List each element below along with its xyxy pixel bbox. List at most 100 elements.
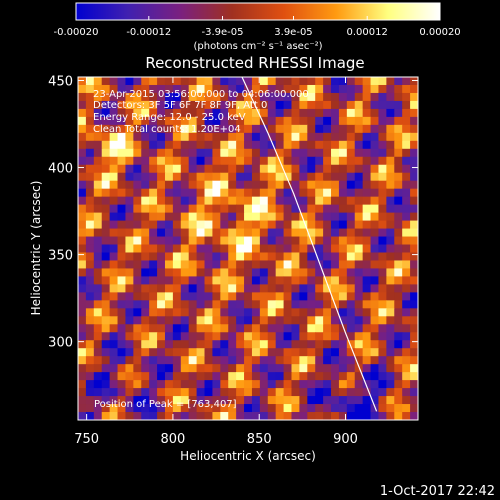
heatmap-cell <box>338 380 348 389</box>
heatmap-cell <box>93 356 103 365</box>
heatmap-cell <box>346 380 356 389</box>
heatmap-cell <box>117 316 127 325</box>
heatmap-cell <box>338 372 348 381</box>
heatmap-cell <box>204 404 214 413</box>
heatmap-cell <box>180 324 190 333</box>
heatmap-cell <box>78 204 87 214</box>
heatmap-cell <box>172 332 182 341</box>
heatmap-cell <box>402 300 411 309</box>
heatmap-cell <box>164 380 174 389</box>
heatmap-cell <box>331 108 340 118</box>
heatmap-cell <box>164 292 174 301</box>
heatmap-cell <box>133 100 142 110</box>
heatmap-cell <box>196 316 206 325</box>
heatmap-cell <box>346 412 356 420</box>
heatmap-cell <box>204 268 214 278</box>
heatmap-cell <box>315 356 324 365</box>
heatmap-cell <box>93 196 103 206</box>
heatmap-cell <box>236 204 245 214</box>
heatmap-cell <box>228 372 237 381</box>
heatmap-cell <box>141 324 150 333</box>
heatmap-cell <box>331 356 340 365</box>
heatmap-cell <box>315 156 324 166</box>
heatmap-cell <box>93 316 103 325</box>
heatmap-cell <box>267 348 277 357</box>
heatmap-cell <box>394 212 403 222</box>
heatmap-cell <box>251 140 261 150</box>
heatmap-cell <box>267 380 277 389</box>
heatmap-cell <box>141 396 150 405</box>
heatmap-cell <box>283 316 293 325</box>
heatmap-cell <box>283 308 293 317</box>
heatmap-cell <box>291 276 300 285</box>
heatmap-cell <box>133 332 142 341</box>
heatmap-cell <box>157 380 166 389</box>
heatmap-cell <box>172 388 182 397</box>
heatmap-cell <box>141 116 150 126</box>
heatmap-cell <box>125 196 134 206</box>
heatmap-cell <box>188 244 198 254</box>
heatmap-cell <box>259 164 269 174</box>
heatmap-cell <box>299 196 308 206</box>
heatmap-cell <box>244 132 253 142</box>
heatmap-cell <box>402 324 411 333</box>
heatmap-cell <box>331 92 340 102</box>
heatmap-cell <box>378 292 387 301</box>
heatmap-cell <box>85 300 95 309</box>
heatmap-cell <box>315 324 324 333</box>
heatmap-cell <box>338 220 348 230</box>
heatmap-cell <box>125 156 134 166</box>
heatmap-cell <box>85 324 95 333</box>
colorbar-tick-label: -0.00020 <box>54 27 99 38</box>
heatmap-cell <box>244 404 253 413</box>
heatmap-cell <box>164 316 174 325</box>
heatmap-cell <box>125 77 134 86</box>
heatmap-cell <box>275 196 285 206</box>
heatmap-cell <box>78 276 87 285</box>
heatmap-cell <box>244 284 253 293</box>
heatmap-cell <box>85 396 95 405</box>
heatmap-cell <box>251 132 261 142</box>
heatmap-cell <box>354 396 364 405</box>
heatmap-cell <box>133 252 142 262</box>
heatmap-cell <box>220 380 229 389</box>
heatmap-cell <box>323 164 332 174</box>
heatmap-cell <box>370 156 380 166</box>
heatmap-cell <box>196 180 206 190</box>
heatmap-cell <box>204 348 214 357</box>
heatmap-cell <box>109 180 119 190</box>
heatmap-cell <box>236 404 245 413</box>
heatmap-cell <box>220 164 229 174</box>
heatmap-cell <box>402 348 411 357</box>
heatmap-cell <box>378 260 387 270</box>
heatmap-cell <box>362 156 372 166</box>
heatmap-cell <box>370 212 380 222</box>
heatmap-cell <box>362 252 372 262</box>
heatmap-cell <box>354 276 364 285</box>
heatmap-cell <box>362 220 372 230</box>
heatmap-cell <box>331 388 340 397</box>
heatmap-cell <box>251 228 261 238</box>
heatmap-cell <box>188 404 198 413</box>
heatmap-cell <box>125 148 134 158</box>
heatmap-cell <box>378 268 387 278</box>
heatmap-cell <box>196 140 206 150</box>
heatmap-cell <box>267 92 277 102</box>
heatmap-cell <box>307 124 316 134</box>
heatmap-cell <box>164 212 174 222</box>
heatmap-cell <box>291 124 300 134</box>
heatmap-cell <box>370 364 380 373</box>
heatmap-cell <box>196 156 206 166</box>
heatmap-cell <box>212 276 221 285</box>
heatmap-cell <box>117 228 127 238</box>
annotation-line-4: Clean Total counts: 1.20E+04 <box>93 124 241 135</box>
heatmap-cell <box>251 316 261 325</box>
heatmap-cell <box>164 140 174 150</box>
heatmap-cell <box>299 140 308 150</box>
heatmap-cell <box>251 164 261 174</box>
heatmap-cell <box>78 300 87 309</box>
heatmap-cell <box>125 172 134 182</box>
heatmap-cell <box>259 316 269 325</box>
heatmap-cell <box>236 412 245 420</box>
heatmap-cell <box>117 132 127 142</box>
